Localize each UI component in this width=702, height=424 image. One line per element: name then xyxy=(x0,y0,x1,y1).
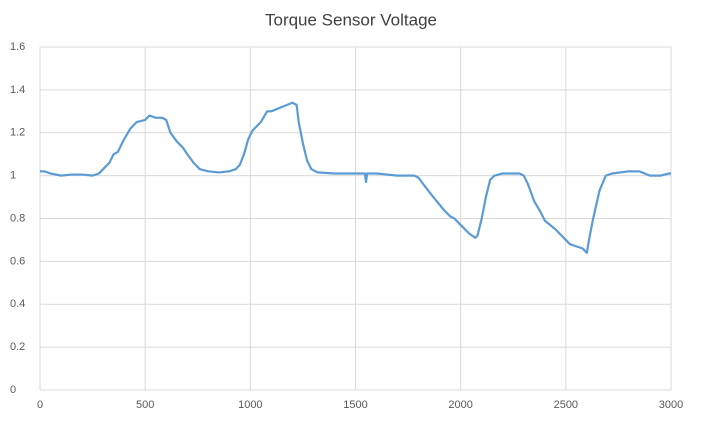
x-tick-label: 3000 xyxy=(659,399,683,411)
chart-title: Torque Sensor Voltage xyxy=(265,10,437,29)
y-tick-label: 0.2 xyxy=(10,341,25,353)
y-tick-label: 1.4 xyxy=(10,84,25,96)
x-tick-label: 0 xyxy=(37,399,43,411)
x-tick-label: 500 xyxy=(136,399,154,411)
y-tick-label: 1 xyxy=(10,170,16,182)
y-tick-label: 0 xyxy=(10,384,16,396)
y-tick-label: 1.2 xyxy=(10,127,25,139)
x-tick-label: 2500 xyxy=(554,399,578,411)
x-tick-label: 2000 xyxy=(448,399,472,411)
line-series xyxy=(40,101,671,254)
x-tick-label: 1000 xyxy=(238,399,262,411)
y-tick-label: 0.6 xyxy=(10,255,25,267)
y-tick-label: 0.8 xyxy=(10,212,25,224)
x-tick-label: 1500 xyxy=(343,399,367,411)
y-tick-label: 0.4 xyxy=(10,298,25,310)
y-tick-label: 1.6 xyxy=(10,41,25,53)
